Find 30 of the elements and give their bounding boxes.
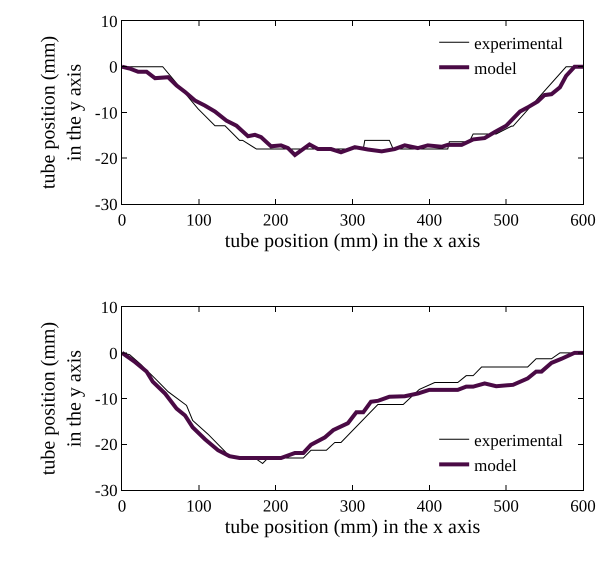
x-tick-label: 200 bbox=[262, 210, 288, 230]
y-tick-label: -10 bbox=[94, 103, 118, 122]
x-tick-label: 500 bbox=[493, 496, 519, 516]
legend-label: model bbox=[474, 58, 517, 78]
x-tick-label: 500 bbox=[493, 210, 519, 230]
y-tick-label: -20 bbox=[94, 149, 118, 168]
y-tick-label: 10 bbox=[100, 298, 118, 318]
x-tick-label: 100 bbox=[186, 496, 212, 516]
y-tick-label: -10 bbox=[94, 390, 118, 408]
y-tick-label: 0 bbox=[109, 344, 118, 363]
x-tick-label: 300 bbox=[340, 210, 366, 230]
x-tick-label: 400 bbox=[416, 210, 442, 230]
y-tick-label: -30 bbox=[94, 194, 118, 214]
y-tick-label: -20 bbox=[94, 435, 118, 454]
x-tick-label: 100 bbox=[186, 210, 212, 230]
x-tick-label: 600 bbox=[570, 496, 596, 516]
x-tick-label: 400 bbox=[416, 496, 442, 516]
legend-label: experimental bbox=[474, 34, 564, 53]
x-axis-title: tube position (mm) in the x axis bbox=[224, 230, 480, 252]
legend-label: experimental bbox=[474, 430, 564, 450]
x-tick-label: 300 bbox=[340, 496, 366, 516]
y-axis-title: tube position (mm) in the y axis bbox=[37, 36, 86, 190]
y-tick-label: 0 bbox=[109, 58, 118, 77]
y-axis-title: tube position (mm) in the y axis bbox=[37, 322, 86, 476]
x-tick-label: 200 bbox=[262, 496, 288, 516]
legend-label: model bbox=[474, 456, 517, 475]
x-axis-title: tube position (mm) in the x axis bbox=[224, 516, 480, 538]
y-tick-label: 10 bbox=[100, 12, 118, 31]
y-tick-label: -30 bbox=[94, 480, 118, 500]
x-tick-label: 600 bbox=[570, 210, 596, 230]
